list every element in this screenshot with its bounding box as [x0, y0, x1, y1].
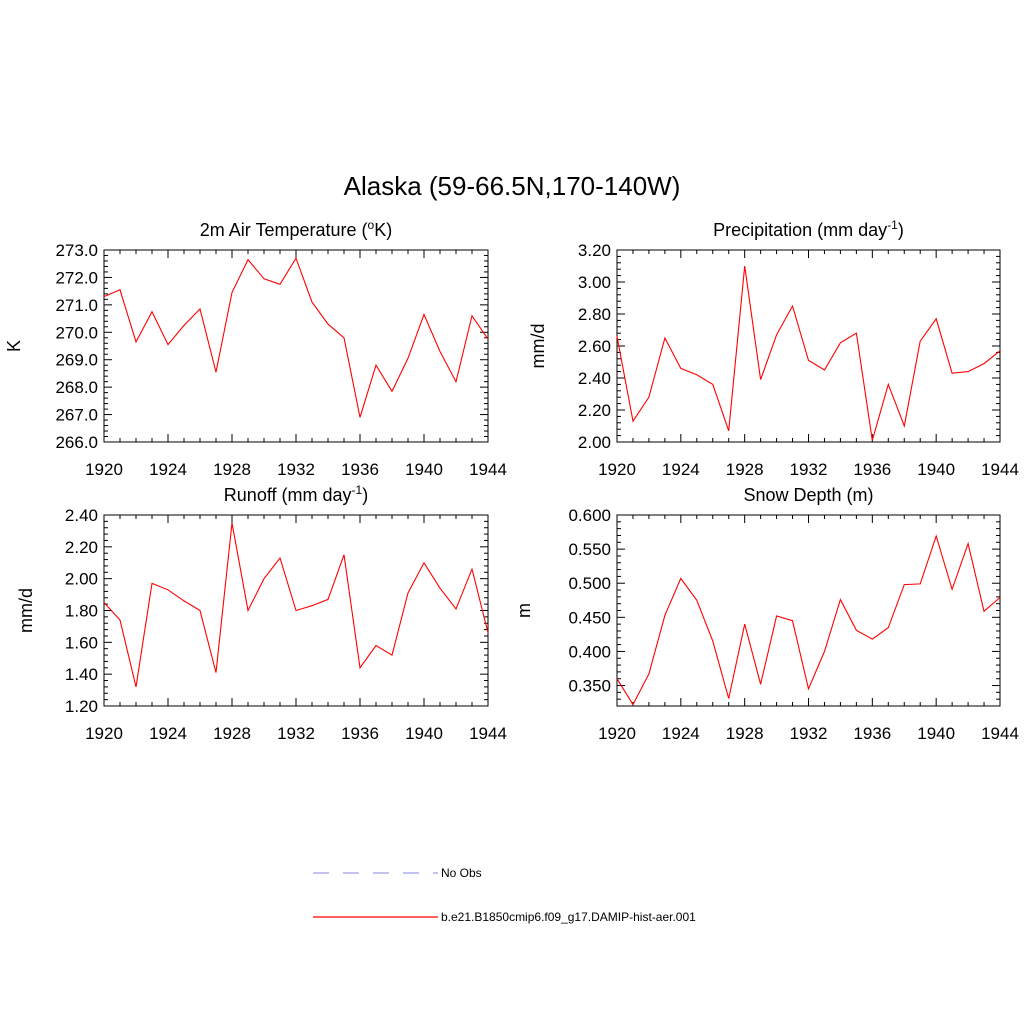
- snow-depth-ylabel: m: [514, 603, 534, 618]
- snow-depth-ytick-label: 0.400: [568, 642, 611, 661]
- chart-precipitation: 1920 1924 1928 1932 1936 1940 1944 2.00 2.20 2.40…: [528, 218, 1019, 479]
- runoff-xtick-label: 1928: [213, 724, 251, 743]
- precipitation-ytick-label: 2.20: [578, 401, 611, 420]
- precipitation-ytick-label: 3.00: [578, 273, 611, 292]
- chart-air-temperature: 1920 1924 1928 1932 1936 1940 1944 266.0 267.0 26…: [4, 218, 507, 479]
- snow-depth-ytick-label: 0.350: [568, 677, 611, 696]
- runoff-ytick-label: 2.40: [65, 506, 98, 525]
- air-temperature-xtick-label: 1936: [341, 460, 379, 479]
- air-temperature-ytick-label: 270.0: [55, 323, 98, 342]
- air-temperature-xtick-label: 1932: [277, 460, 315, 479]
- precipitation-series-line: [616, 265, 1001, 441]
- air-temperature-ytick-label: 271.0: [55, 296, 98, 315]
- runoff-ytick-label: 1.20: [65, 697, 98, 716]
- air-temperature-xtick-label: 1940: [405, 460, 443, 479]
- air-temperature-xtick-label: 1920: [85, 460, 123, 479]
- snow-depth-ytick-label: 0.600: [568, 506, 611, 525]
- air-temperature-series-line: [103, 256, 489, 418]
- snow-depth-xtick-label: 1920: [598, 724, 636, 743]
- precipitation-ytick-label: 2.60: [578, 337, 611, 356]
- runoff-xtick-label: 1924: [149, 724, 187, 743]
- snow-depth-xtick-label: 1940: [917, 724, 955, 743]
- air-temperature-ytick-label: 269.0: [55, 351, 98, 370]
- air-temperature-ytick-label: 267.0: [55, 406, 98, 425]
- chart-snow-depth: 1920 1924 1928 1932 1936 1940 1944 0.350 0.400 0.…: [514, 485, 1019, 743]
- snow-depth-xtick-label: 1928: [726, 724, 764, 743]
- snow-depth-title: Snow Depth (m): [743, 485, 873, 505]
- snow-depth-ytick-label: 0.450: [568, 608, 611, 627]
- runoff-ylabel: mm/d: [16, 588, 36, 633]
- runoff-xtick-label: 1932: [277, 724, 315, 743]
- air-temperature-xtick-label: 1924: [149, 460, 187, 479]
- chart-runoff: 1920 1924 1928 1932 1936 1940 1944 1.20 1.40 1.60…: [16, 483, 507, 743]
- runoff-xtick-label: 1936: [341, 724, 379, 743]
- legend-label-model: b.e21.B1850cmip6.f09_g17.DAMIP-hist-aer.…: [441, 910, 696, 924]
- precipitation-xtick-label: 1920: [598, 460, 636, 479]
- runoff-ytick-label: 2.00: [65, 570, 98, 589]
- precipitation-ytick-label: 2.00: [578, 433, 611, 452]
- precipitation-title: Precipitation (mm day-1): [713, 218, 904, 240]
- precipitation-xtick-label: 1924: [662, 460, 700, 479]
- snow-depth-xtick-label: 1924: [662, 724, 700, 743]
- runoff-ytick-label: 1.40: [65, 665, 98, 684]
- chart-panels: 1920 1924 1928 1932 1936 1940 1944 266.0 267.0 26…: [4, 218, 1019, 743]
- air-temperature-ytick-label: 272.0: [55, 268, 98, 287]
- precipitation-ytick-label: 3.20: [578, 241, 611, 260]
- runoff-ytick-label: 1.60: [65, 633, 98, 652]
- precipitation-xtick-label: 1928: [726, 460, 764, 479]
- runoff-series-line: [103, 522, 489, 688]
- runoff-ytick-label: 1.80: [65, 602, 98, 621]
- precipitation-ytick-label: 2.80: [578, 305, 611, 324]
- precipitation-ytick-label: 2.40: [578, 369, 611, 388]
- runoff-xtick-label: 1944: [469, 724, 507, 743]
- air-temperature-title: 2m Air Temperature (oK): [200, 218, 392, 240]
- runoff-title: Runoff (mm day-1): [224, 483, 368, 505]
- main-title: Alaska (59-66.5N,170-140W): [344, 171, 681, 201]
- air-temperature-xtick-label: 1944: [469, 460, 507, 479]
- runoff-ytick-label: 2.20: [65, 538, 98, 557]
- precipitation-xtick-label: 1944: [981, 460, 1019, 479]
- air-temperature-ytick-label: 273.0: [55, 241, 98, 260]
- snow-depth-series-line: [616, 534, 1001, 706]
- precipitation-ylabel: mm/d: [528, 324, 548, 369]
- runoff-xtick-label: 1920: [85, 724, 123, 743]
- snow-depth-xtick-label: 1944: [981, 724, 1019, 743]
- precipitation-xtick-label: 1932: [790, 460, 828, 479]
- snow-depth-ytick-label: 0.500: [568, 574, 611, 593]
- legend-label-no-obs: No Obs: [441, 866, 482, 880]
- runoff-xtick-label: 1940: [405, 724, 443, 743]
- air-temperature-xtick-label: 1928: [213, 460, 251, 479]
- air-temperature-ylabel: K: [4, 340, 24, 352]
- air-temperature-ytick-label: 268.0: [55, 378, 98, 397]
- air-temperature-ytick-label: 266.0: [55, 433, 98, 452]
- precipitation-xtick-label: 1936: [853, 460, 891, 479]
- snow-depth-ytick-label: 0.550: [568, 540, 611, 559]
- precipitation-xtick-label: 1940: [917, 460, 955, 479]
- snow-depth-xtick-label: 1932: [790, 724, 828, 743]
- legend: No Obs b.e21.B1850cmip6.f09_g17.DAMIP-hi…: [313, 866, 696, 924]
- snow-depth-xtick-label: 1936: [853, 724, 891, 743]
